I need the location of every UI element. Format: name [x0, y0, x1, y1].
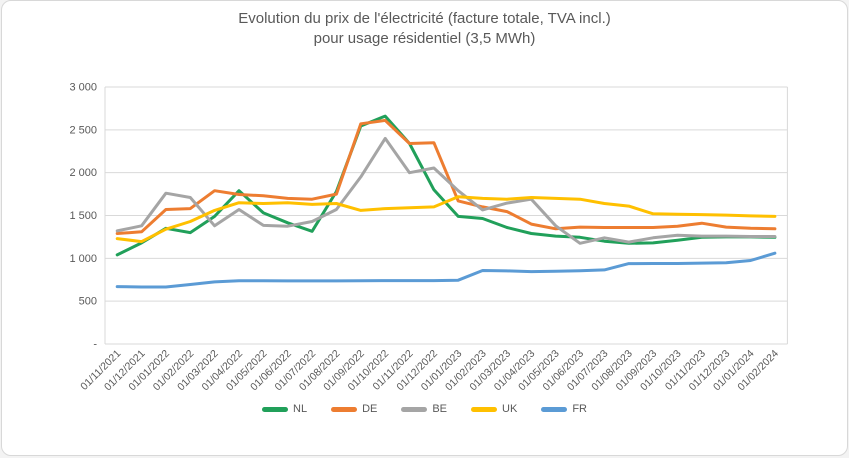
chart-legend: NL DE BE UK FR — [2, 399, 847, 419]
legend-item-UK: UK — [471, 403, 517, 415]
legend-label-BE: BE — [432, 403, 448, 415]
series-lines — [115, 114, 777, 289]
y-tick-label: 500 — [79, 296, 97, 308]
legend-swatch-BE — [401, 406, 428, 412]
legend-item-NL: NL — [262, 403, 307, 415]
y-axis-labels: 3 000 2 500 2 000 1 500 1 000 500 - — [69, 82, 97, 351]
legend-swatch-FR — [541, 406, 568, 412]
chart-title: Evolution du prix de l'électricité (fact… — [2, 9, 847, 49]
legend-swatch-DE — [331, 406, 358, 412]
legend-label-NL: NL — [293, 403, 308, 415]
y-tick-label: 1 500 — [69, 210, 97, 222]
series-line-DE — [115, 118, 777, 235]
series-line-BE — [115, 136, 777, 245]
legend-item-BE: BE — [401, 403, 447, 415]
chart-title-line1: Evolution du prix de l'électricité (fact… — [238, 10, 611, 27]
y-tick-label: 2 000 — [69, 167, 97, 179]
legend-swatch-NL — [262, 406, 288, 412]
legend-item-FR: FR — [541, 403, 587, 415]
legend-label-UK: UK — [502, 403, 518, 415]
gridlines — [105, 86, 788, 345]
legend-label-FR: FR — [572, 403, 587, 415]
legend-swatch-UK — [471, 406, 498, 412]
plot-border — [104, 87, 788, 344]
y-tick-label: 2 500 — [69, 124, 97, 136]
series-line-UK — [115, 195, 777, 244]
y-tick-label: - — [93, 339, 97, 351]
legend-label-DE: DE — [362, 403, 378, 415]
y-tick-label: 1 000 — [69, 253, 97, 265]
chart-title-line2: pour usage résidentiel (3,5 MWh) — [313, 30, 536, 47]
series-line-FR — [115, 251, 777, 289]
x-axis-labels: 01/11/202101/12/202101/01/202201/02/2022… — [78, 348, 781, 394]
y-tick-label: 3 000 — [69, 82, 97, 94]
legend-item-DE: DE — [331, 403, 377, 415]
